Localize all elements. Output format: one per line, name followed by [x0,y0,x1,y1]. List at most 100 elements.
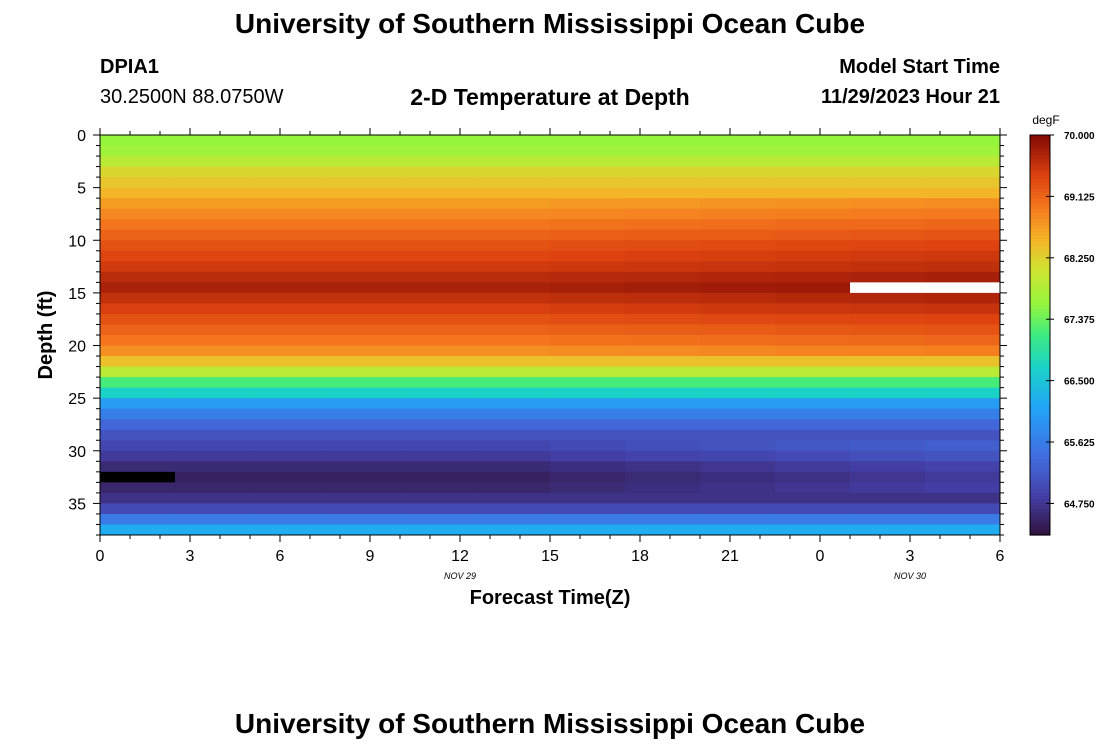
model-start-value: 11/29/2023 Hour 21 [820,86,1000,108]
heatmap-cell [775,135,851,147]
colorbar-segment [1030,151,1050,156]
colorbar-segment [1030,388,1050,393]
heatmap-cell [250,324,326,336]
heatmap-cell [850,419,926,431]
heatmap-cell [625,492,701,504]
heatmap-cell [400,240,476,252]
heatmap-cell [850,324,926,336]
x-tick-label: 3 [906,548,915,565]
heatmap-cell [475,471,551,483]
heatmap-cell [550,345,626,357]
heatmap-cell [250,387,326,399]
heatmap-cell [700,324,776,336]
colorbar-segment [1030,528,1050,533]
heatmap-cell [925,166,1001,178]
heatmap-cell [100,198,176,210]
heatmap-cell [100,208,176,220]
colorbar-segment [1030,138,1050,143]
heatmap-cell [175,292,251,304]
heatmap-cell [700,524,776,536]
heatmap-cell [325,187,401,199]
heatmap-cell [550,187,626,199]
heatmap-cell [250,377,326,389]
heatmap-cell [775,229,851,241]
heatmap-cell [625,408,701,420]
heatmap-cell [925,503,1001,515]
heatmap-cell [475,271,551,283]
colorbar-segment [1030,171,1050,176]
heatmap-cell [625,482,701,494]
heatmap-cell [175,503,251,515]
heatmap-cell [625,250,701,262]
heatmap-cell [775,387,851,399]
heatmap-cell [400,261,476,273]
heatmap-cell [400,177,476,189]
heatmap-cell [850,303,926,315]
colorbar-segment [1030,141,1050,146]
heatmap-cell [400,366,476,378]
x-tick-label: 6 [276,548,285,565]
heatmap-cell [625,198,701,210]
heatmap-cell [250,408,326,420]
heatmap-cell [550,313,626,325]
heatmap-cell [700,261,776,273]
colorbar-segment [1030,488,1050,493]
heatmap-cell [175,208,251,220]
heatmap-cell [250,219,326,231]
heatmap-cell [925,429,1001,441]
heatmap-cell [325,219,401,231]
colorbar-segment [1030,191,1050,196]
heatmap-cell [925,482,1001,494]
heatmap-cell [325,292,401,304]
heatmap-cell [850,166,926,178]
colorbar-segment [1030,201,1050,206]
heatmap-cell [625,324,701,336]
heatmap-cell [325,177,401,189]
heatmap-cell [550,471,626,483]
heatmap-cell [250,366,326,378]
heatmap-cell [625,156,701,168]
heatmap-cell [625,261,701,273]
heatmap-cell [925,292,1001,304]
colorbar-segment [1030,348,1050,353]
heatmap-cell [250,198,326,210]
heatmap-cell [925,135,1001,147]
heatmap-cell [400,513,476,525]
colorbar-segment [1030,321,1050,326]
heatmap-cell [850,292,926,304]
heatmap-cell [475,303,551,315]
chart-subtitle: 2-D Temperature at Depth [410,84,690,110]
heatmap-cell [325,240,401,252]
heatmap-cell [925,208,1001,220]
heatmap-cell [550,135,626,147]
heatmap-cell [925,387,1001,399]
x-tick-label: 15 [541,548,559,565]
heatmap-cell [925,366,1001,378]
x-tick-label: 18 [631,548,649,565]
heatmap-cell [475,208,551,220]
heatmap-cell [475,145,551,157]
heatmap-cell [325,156,401,168]
heatmap-cell [250,166,326,178]
heatmap-cell [925,450,1001,462]
heatmap-cell [625,145,701,157]
colorbar-segment [1030,301,1050,306]
colorbar-segment [1030,465,1050,469]
heatmap-cell [775,440,851,452]
heatmap-cell [775,356,851,368]
heatmap-cell [850,450,926,462]
colorbar-segment [1030,231,1050,236]
heatmap-cell [475,419,551,431]
heatmap-cell [625,229,701,241]
colorbar-segment [1030,305,1050,309]
heatmap-cell [325,250,401,262]
heatmap-cell [775,282,851,294]
heatmap-cell [250,313,326,325]
heatmap-cell [925,324,1001,336]
heatmap-cell [625,187,701,199]
heatmap-cell [550,513,626,525]
heatmap-cell [100,492,176,504]
colorbar-segment [1030,295,1050,299]
heatmap-cell [775,398,851,410]
heatmap-cell [925,187,1001,199]
